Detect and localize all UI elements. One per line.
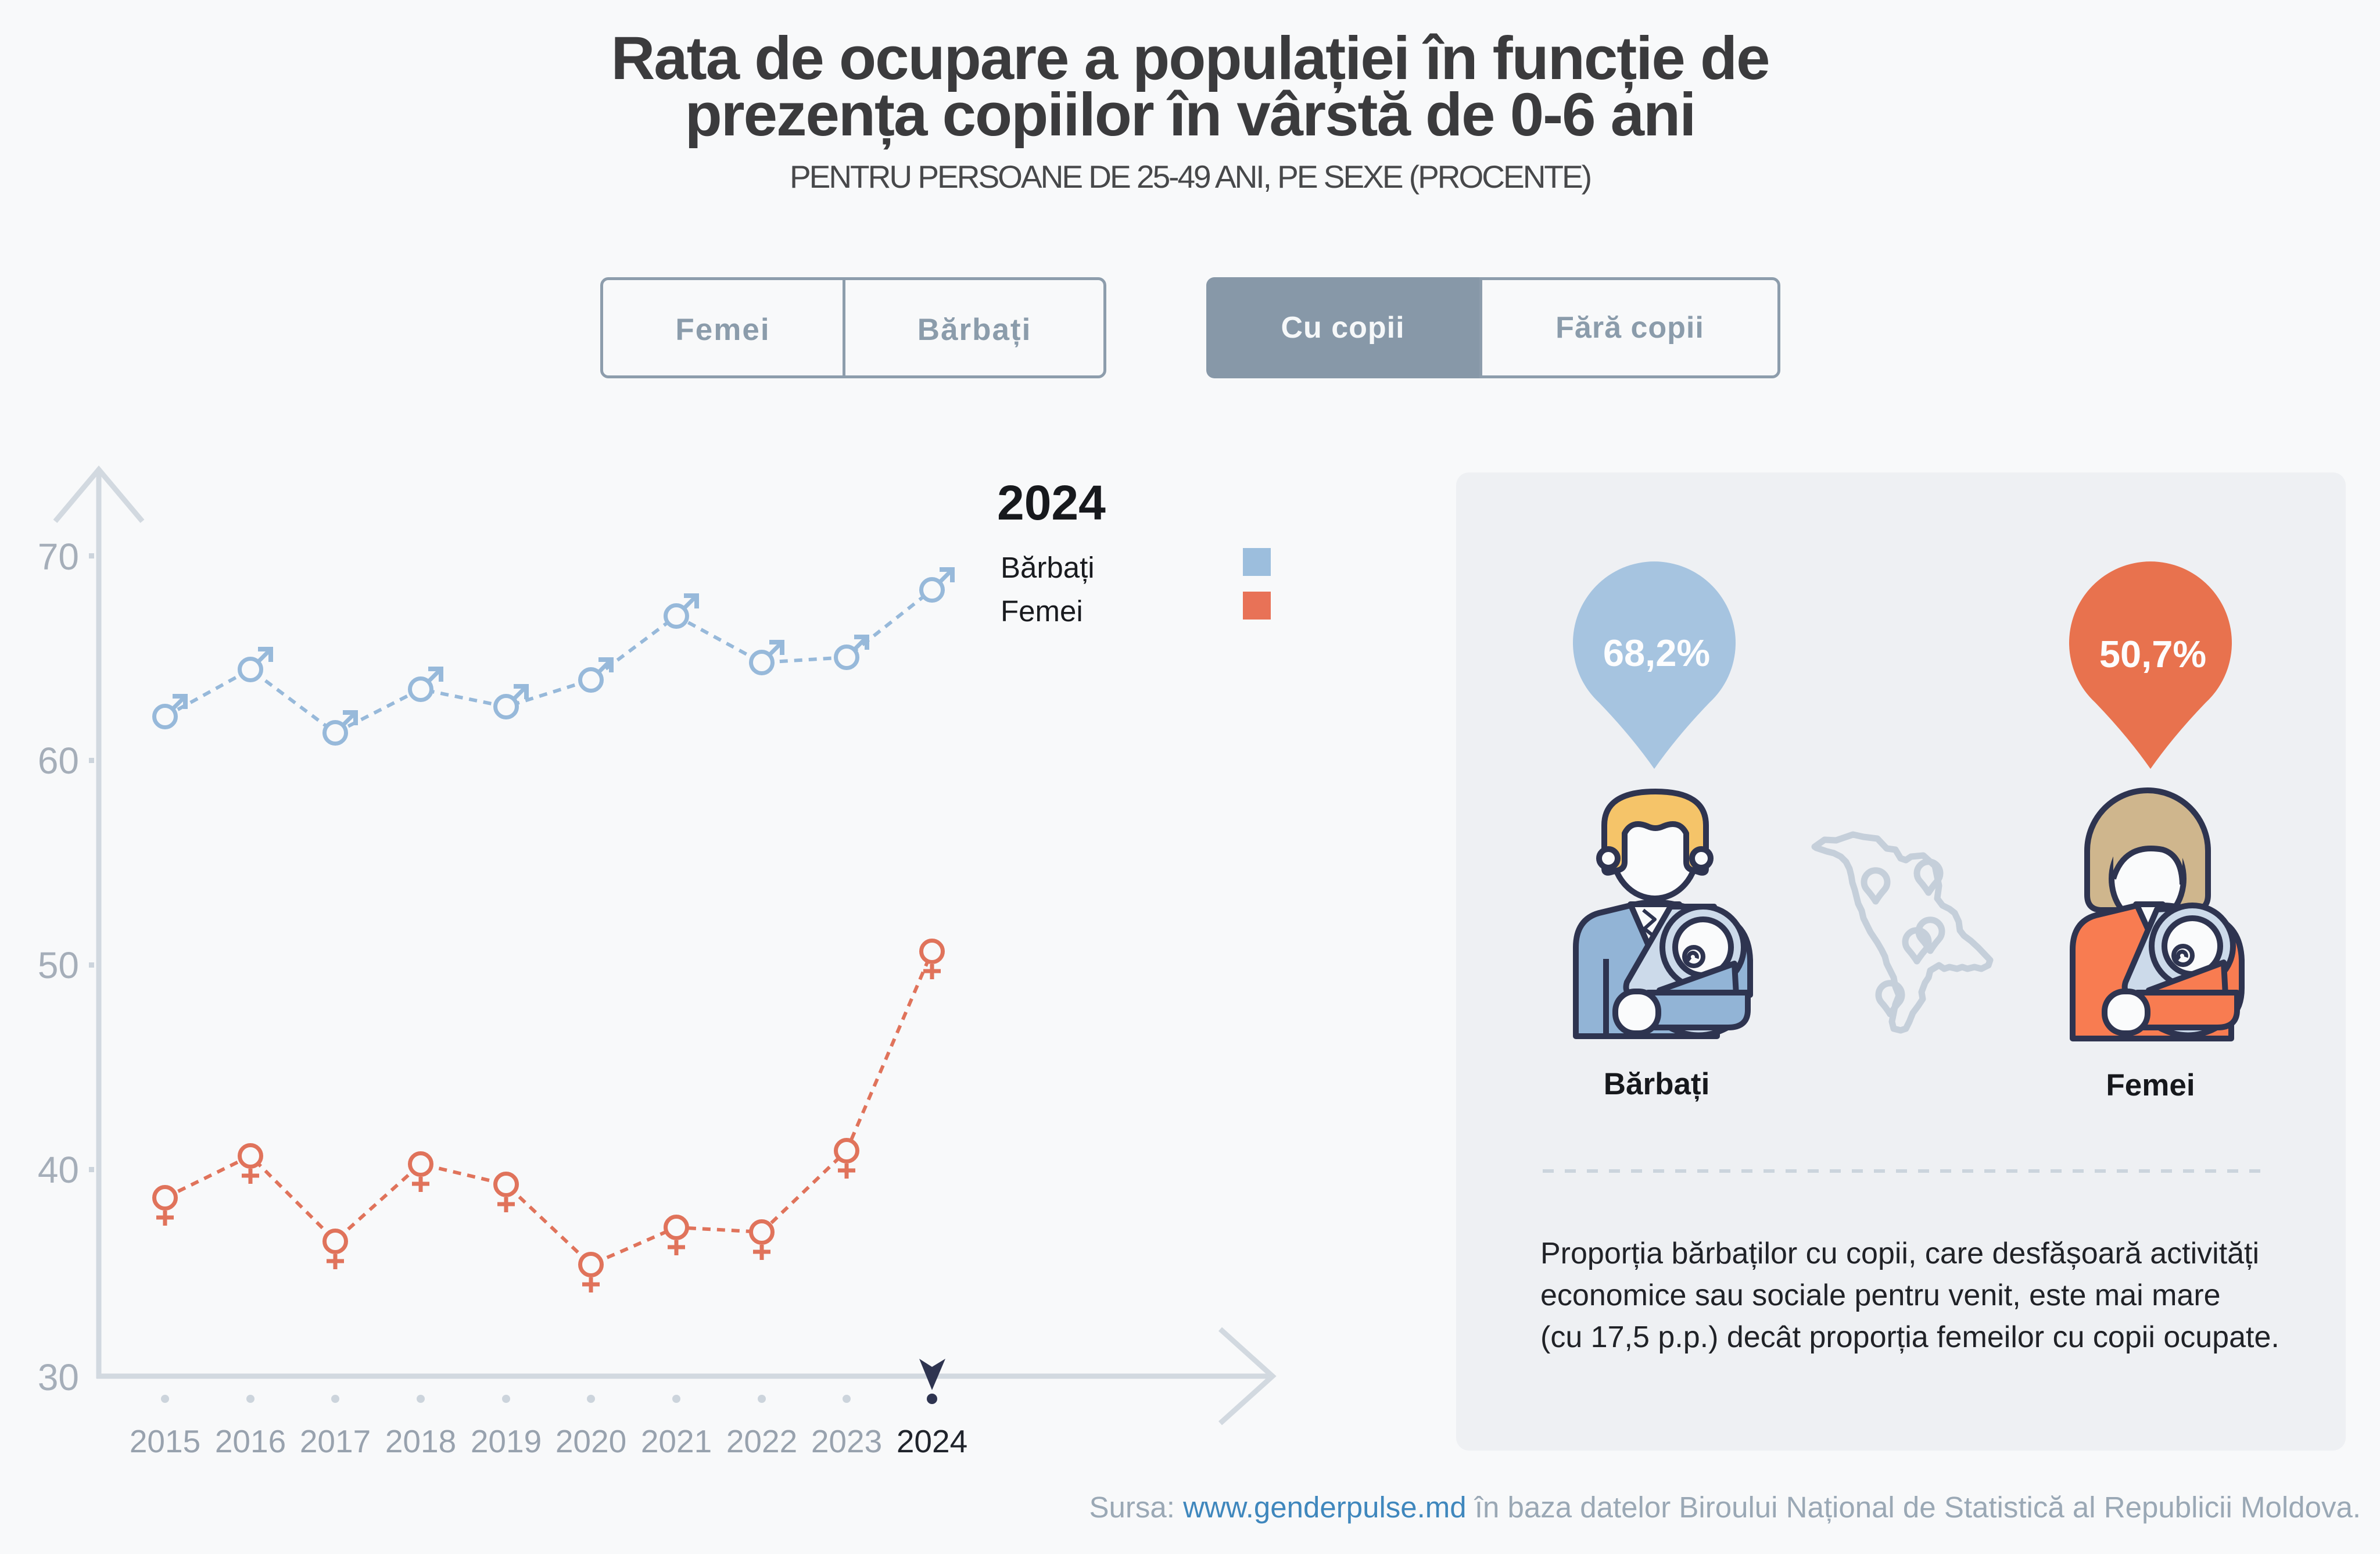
svg-text:60: 60 [38, 740, 79, 782]
svg-text:70: 70 [38, 536, 79, 578]
svg-text:Bărbați: Bărbați [1001, 551, 1095, 584]
svg-text:2023: 2023 [811, 1423, 882, 1453]
svg-text:68,2%: 68,2% [1603, 632, 1710, 674]
svg-text:2018: 2018 [385, 1423, 456, 1453]
svg-text:2021: 2021 [641, 1423, 712, 1453]
svg-text:2020: 2020 [555, 1423, 626, 1453]
svg-text:50: 50 [38, 944, 79, 986]
svg-text:40: 40 [38, 1149, 79, 1191]
svg-text:2024: 2024 [897, 1423, 967, 1453]
svg-text:2024: 2024 [997, 475, 1106, 530]
svg-text:2017: 2017 [300, 1423, 371, 1453]
svg-text:2016: 2016 [215, 1423, 286, 1453]
svg-text:Femei: Femei [1001, 595, 1083, 628]
svg-text:30: 30 [38, 1356, 79, 1398]
svg-text:2022: 2022 [726, 1423, 797, 1453]
svg-text:50,7%: 50,7% [2099, 633, 2206, 675]
svg-text:2019: 2019 [471, 1423, 542, 1453]
svg-text:2015: 2015 [130, 1423, 200, 1453]
